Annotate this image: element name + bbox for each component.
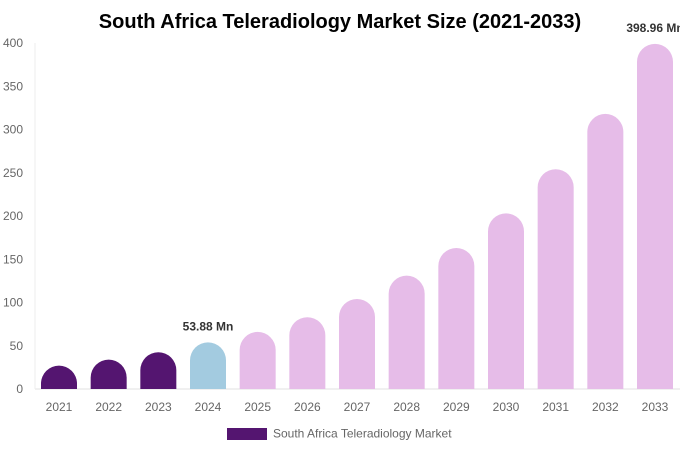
x-tick-label: 2023 — [145, 400, 172, 414]
bar-2024[interactable] — [190, 342, 226, 389]
y-tick-label: 400 — [3, 36, 23, 50]
x-tick-label: 2026 — [294, 400, 321, 414]
y-tick-label: 300 — [3, 123, 23, 137]
bar-2022[interactable] — [90, 359, 127, 389]
bar-2030[interactable] — [488, 213, 524, 389]
y-tick-label: 250 — [3, 166, 23, 180]
y-tick-label: 50 — [10, 339, 24, 353]
x-tick-label: 2033 — [642, 400, 669, 414]
bar-2026[interactable] — [289, 317, 326, 389]
x-tick-label: 2027 — [344, 400, 371, 414]
legend-swatch — [227, 428, 267, 440]
data-label: 398.96 Mn — [626, 21, 680, 35]
x-tick-label: 2028 — [393, 400, 420, 414]
x-tick-label: 2022 — [95, 400, 122, 414]
bar-2021[interactable] — [41, 365, 77, 389]
y-tick-label: 100 — [3, 296, 23, 310]
y-tick-label: 350 — [3, 79, 23, 93]
y-tick-label: 150 — [3, 252, 23, 266]
bar-2023[interactable] — [140, 352, 177, 389]
x-tick-label: 2025 — [244, 400, 271, 414]
y-tick-label: 200 — [3, 209, 23, 223]
x-tick-label: 2029 — [443, 400, 470, 414]
legend-label: South Africa Teleradiology Market — [273, 427, 452, 441]
bar-2027[interactable] — [339, 299, 375, 389]
bar-2028[interactable] — [388, 275, 425, 389]
bar-2032[interactable] — [587, 113, 624, 389]
legend[interactable]: South Africa Teleradiology Market — [227, 427, 452, 441]
x-tick-label: 2031 — [542, 400, 569, 414]
x-tick-label: 2024 — [195, 400, 222, 414]
bar-2025[interactable] — [239, 331, 276, 389]
x-tick-label: 2030 — [493, 400, 520, 414]
chart-title: South Africa Teleradiology Market Size (… — [99, 11, 581, 33]
data-label: 53.88 Mn — [183, 319, 234, 333]
x-tick-label: 2021 — [46, 400, 73, 414]
y-tick-label: 0 — [16, 382, 23, 396]
bar-2029[interactable] — [438, 248, 475, 389]
x-tick-label: 2032 — [592, 400, 619, 414]
bar-2033[interactable] — [637, 43, 673, 390]
bar-2031[interactable] — [537, 169, 574, 389]
